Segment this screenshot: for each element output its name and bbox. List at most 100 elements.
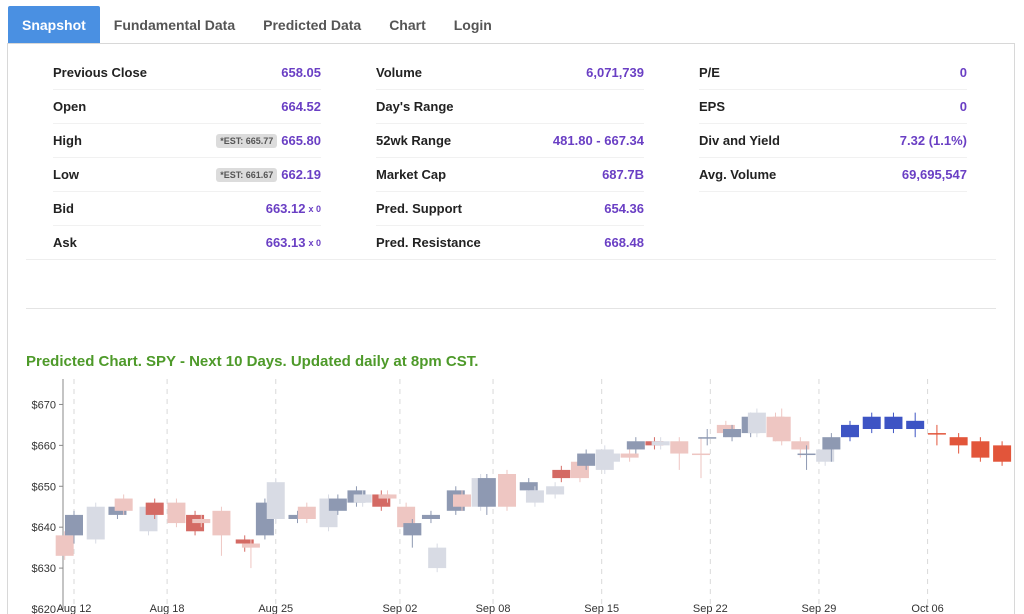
- size-suffix: x 0: [308, 203, 321, 214]
- candle-body: [601, 453, 620, 462]
- stat-value: 6,071,739: [586, 65, 644, 80]
- stat-value-group: 663.13 x 0: [266, 235, 321, 250]
- candle-body: [862, 416, 881, 429]
- stat-row: Day's Range: [376, 90, 644, 124]
- stat-label: Avg. Volume: [699, 167, 777, 182]
- candle-body: [421, 514, 440, 519]
- tab-bar: Snapshot Fundamental Data Predicted Data…: [8, 6, 506, 43]
- estimate-badge: *EST: 665.77: [216, 133, 278, 148]
- candle-body: [772, 416, 791, 442]
- stat-label: High: [53, 133, 82, 148]
- stat-value: 663.12: [265, 201, 306, 216]
- candle-body: [55, 535, 74, 556]
- stat-value: 665.80: [281, 133, 321, 148]
- candle-body: [620, 453, 639, 458]
- stat-label: Previous Close: [53, 65, 147, 80]
- y-tick-label: $640: [32, 522, 56, 534]
- candle-body: [927, 433, 946, 435]
- candle-body: [241, 543, 260, 548]
- x-tick-label: Aug 25: [258, 603, 293, 614]
- stat-value-group: 7.32 (1.1%): [900, 133, 967, 148]
- stat-value-group: 6,071,739: [586, 65, 644, 80]
- stat-value-group: 663.12 x 0: [266, 201, 321, 216]
- candle-body: [397, 506, 416, 528]
- divider: [26, 259, 996, 260]
- candle-body: [906, 420, 925, 429]
- candle-body: [816, 449, 835, 462]
- candle-body: [288, 514, 307, 519]
- stat-value-group: 664.52: [281, 99, 321, 114]
- stat-value: 69,695,547: [901, 167, 967, 182]
- stat-row: Previous Close 658.05: [53, 56, 321, 90]
- stat-value: 658.05: [281, 65, 321, 80]
- chart-title: Predicted Chart. SPY - Next 10 Days. Upd…: [26, 353, 479, 370]
- stat-value-group: 0: [960, 65, 967, 80]
- stat-value: 0: [959, 99, 967, 114]
- candlestick-chart: $620 $630 $640 $650 $660 $670 Aug 12 Aug 18 Aug …: [32, 379, 1012, 614]
- stat-value: 668.48: [604, 235, 644, 250]
- stat-value: 662.19: [281, 167, 321, 182]
- stat-row: Avg. Volume 69,695,547: [699, 158, 967, 192]
- stat-label: Low: [53, 167, 79, 182]
- candle-body: [212, 510, 231, 536]
- x-tick-label: Sep 15: [584, 603, 619, 614]
- candle-body: [428, 547, 447, 569]
- stat-row: Ask 663.13 x 0: [53, 226, 321, 260]
- stat-label: Ask: [53, 235, 77, 250]
- stat-label: Pred. Support: [376, 201, 462, 216]
- stat-row: Pred. Support 654.36: [376, 192, 644, 226]
- stat-row: Open 664.52: [53, 90, 321, 124]
- x-tick-label: Sep 22: [693, 603, 728, 614]
- candle-body: [577, 453, 596, 466]
- stat-row: P/E 0: [699, 56, 967, 90]
- candle-body: [822, 437, 841, 450]
- candle-body: [797, 453, 816, 456]
- stat-value: 654.36: [604, 201, 644, 216]
- candle-body: [378, 494, 397, 499]
- stat-value-group: *EST: 661.67 662.19: [216, 167, 321, 182]
- stat-value-group: 687.7B: [602, 167, 644, 182]
- candle-body: [498, 474, 517, 507]
- candle-body: [841, 424, 859, 438]
- stat-value-group: 0: [960, 99, 967, 114]
- stat-row: Market Cap 687.7B: [376, 158, 644, 192]
- candle-body: [698, 437, 717, 439]
- x-tick-label: Sep 08: [476, 603, 511, 614]
- stat-label: Bid: [53, 201, 74, 216]
- tab-predicted-data[interactable]: Predicted Data: [263, 16, 362, 33]
- candle-body: [670, 441, 689, 454]
- candle-body: [552, 469, 571, 479]
- stat-label: Div and Yield: [699, 133, 780, 148]
- candle-body: [403, 523, 422, 536]
- candle-body: [723, 429, 742, 438]
- candle-body: [108, 506, 127, 515]
- snapshot-panel: Previous Close 658.05 Open 664.52 High *EST: …: [7, 43, 1015, 614]
- stat-value: 663.13: [265, 235, 306, 250]
- candle-body: [949, 437, 968, 446]
- candle-body: [993, 445, 1012, 462]
- stat-label: P/E: [699, 65, 720, 80]
- estimate-badge: *EST: 661.67: [216, 167, 278, 182]
- candle-body: [692, 453, 711, 456]
- stat-label: Market Cap: [376, 167, 447, 182]
- tab-snapshot[interactable]: Snapshot: [8, 6, 100, 43]
- stat-value: 687.7B: [602, 167, 644, 182]
- candle-body: [353, 494, 372, 503]
- stats-column-3: P/E 0 EPS 0 Div and Yield 7.32 (1.1%) Avg. Vol…: [699, 56, 967, 192]
- stat-value-group: 69,695,547: [902, 167, 967, 182]
- stats-column-1: Previous Close 658.05 Open 664.52 High *EST: …: [53, 56, 321, 260]
- stat-value: 664.52: [281, 99, 321, 114]
- stat-row: Low *EST: 661.67 662.19: [53, 158, 321, 192]
- y-tick-label: $630: [32, 563, 56, 575]
- tab-chart[interactable]: Chart: [389, 16, 426, 33]
- candle-body: [651, 441, 670, 446]
- x-tick-label: Aug 18: [150, 603, 185, 614]
- stat-label: 52wk Range: [376, 133, 452, 148]
- candle-body: [192, 519, 211, 524]
- tab-login[interactable]: Login: [453, 16, 492, 33]
- stat-value-group: 668.48: [604, 235, 644, 250]
- stat-row: Volume 6,071,739: [376, 56, 644, 90]
- tab-fundamental-data[interactable]: Fundamental Data: [113, 16, 236, 33]
- candle-body: [145, 502, 164, 515]
- y-tick-label: $670: [32, 399, 56, 411]
